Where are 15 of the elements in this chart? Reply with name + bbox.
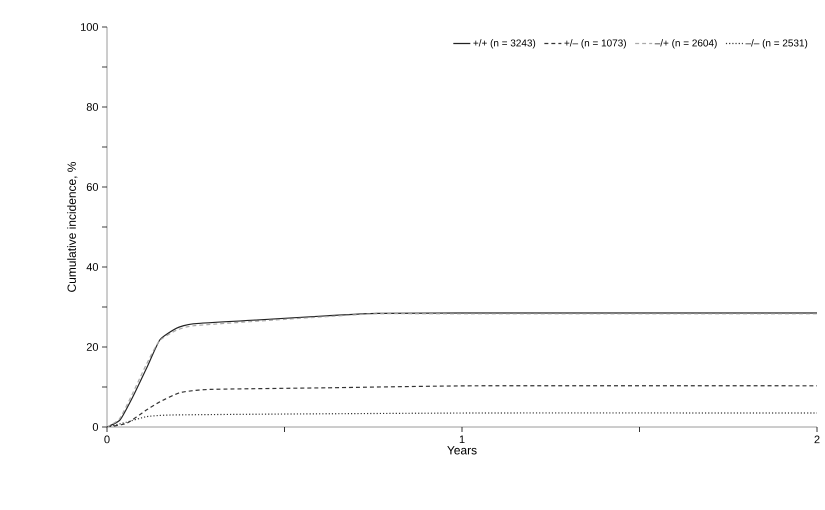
legend-label: +/– (n = 1073): [564, 39, 626, 48]
y-tick-label: 100: [81, 23, 98, 31]
y-tick-label: 40: [86, 263, 98, 271]
legend-label: –/– (n = 2531): [746, 39, 808, 48]
x-tick-label: 1: [460, 436, 465, 444]
legend-label: +/+ (n = 3243): [473, 39, 536, 48]
x-tick-label: 2: [814, 436, 820, 444]
x-tick-label: 0: [104, 436, 110, 444]
y-tick-label: 0: [92, 423, 98, 431]
y-tick-label: 80: [86, 103, 98, 111]
x-axis-title: Years: [447, 446, 477, 454]
y-axis-title: Cumulative incidence, %: [67, 162, 78, 292]
y-tick-label: 20: [86, 343, 98, 351]
legend-label: –/+ (n = 2604): [654, 39, 717, 48]
y-tick-label: 60: [86, 183, 98, 191]
